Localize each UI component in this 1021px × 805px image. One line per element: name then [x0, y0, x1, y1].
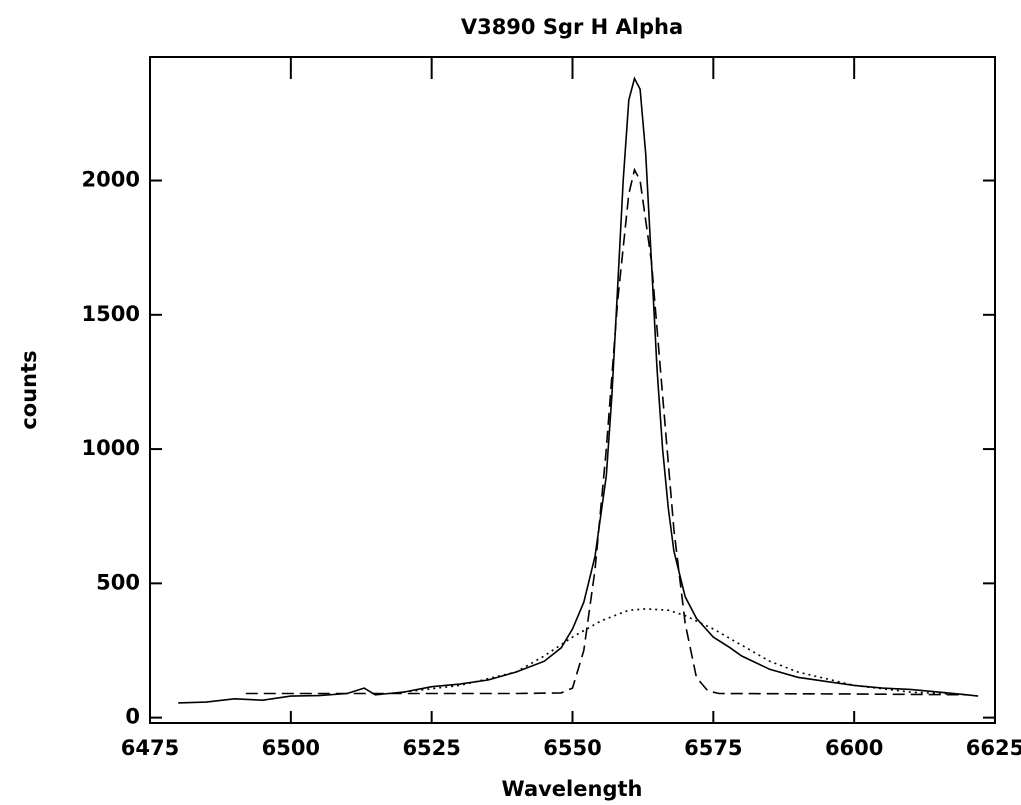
y-tick-label: 0 — [125, 705, 140, 729]
line-series — [178, 76, 979, 704]
x-tick-label: 6525 — [402, 736, 460, 760]
y-tick-label: 1500 — [82, 302, 140, 326]
y-tick-label: 1000 — [82, 436, 140, 460]
chart-title: V3890 Sgr H Alpha — [461, 15, 683, 39]
x-tick-label: 6600 — [825, 736, 883, 760]
plot-frame — [149, 56, 996, 724]
x-axis-label: Wavelength — [502, 777, 643, 801]
y-tick-label: 500 — [96, 570, 140, 594]
x-tick-label: 6475 — [121, 736, 179, 760]
x-tick-label: 6625 — [966, 736, 1021, 760]
y-tick-label: 2000 — [82, 168, 140, 192]
x-tick-label: 6575 — [684, 736, 742, 760]
x-tick-label: 6550 — [543, 736, 601, 760]
line-series — [403, 608, 967, 696]
y-axis-label: counts — [17, 350, 41, 429]
x-tick-label: 6500 — [262, 736, 320, 760]
line-series — [245, 167, 967, 696]
